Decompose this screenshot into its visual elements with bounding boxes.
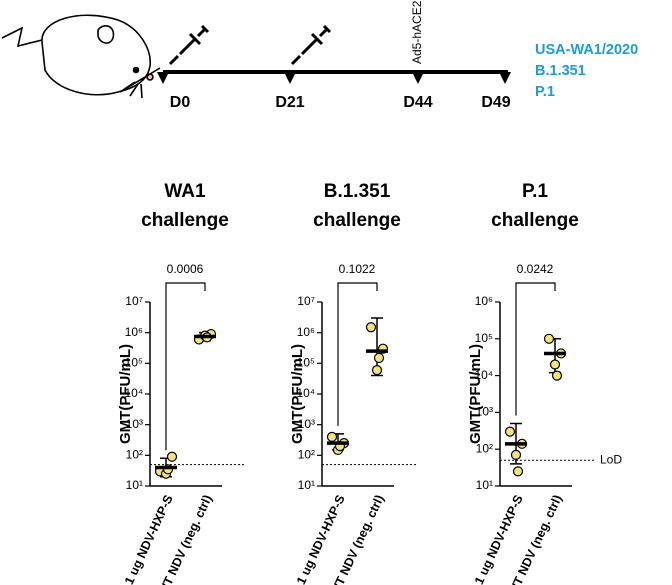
y-tick-label: 10⁵ — [125, 356, 143, 370]
y-tick-label: 10² — [298, 448, 315, 462]
title-line: challenge — [313, 210, 401, 231]
title-line: P.1 — [522, 181, 549, 202]
p-value: 0.0006 — [167, 262, 204, 276]
y-tick-label: 10⁴ — [124, 386, 143, 400]
y-tick-label: 10⁶ — [475, 294, 493, 308]
data-point — [512, 466, 524, 477]
data-point — [326, 431, 338, 442]
data-point — [166, 451, 178, 462]
data-point — [551, 370, 563, 381]
timeline — [157, 70, 511, 84]
y-tick-label: 10⁵ — [297, 356, 315, 370]
y-tick-label: 10⁵ — [475, 331, 493, 345]
p-value: 0.0242 — [517, 262, 554, 276]
timepoint: D49 — [481, 94, 510, 111]
chart-title: B.1.351 challenge — [313, 181, 401, 231]
data-point — [504, 426, 516, 437]
bracket — [515, 282, 556, 416]
title-line: challenge — [141, 210, 229, 231]
y-tick-label: 10¹ — [476, 478, 493, 492]
timepoint: D0 — [170, 94, 191, 111]
boost-label: Ad5-hACE2 — [410, 0, 424, 64]
data-point — [371, 365, 383, 376]
y-tick-label: 10⁶ — [125, 325, 143, 339]
y-tick-label: 10¹ — [126, 478, 143, 492]
data-point — [510, 449, 522, 461]
legend-entry: B.1.351 — [535, 63, 586, 79]
y-tick-label: 10² — [476, 441, 493, 455]
bracket — [337, 282, 378, 426]
syringe-icon — [168, 24, 332, 66]
y-tick-label: 10⁶ — [297, 325, 315, 339]
y-tick-label: 10³ — [298, 417, 315, 431]
y-tick-label: 10⁴ — [296, 386, 315, 400]
y-tick-label: 10³ — [126, 417, 143, 431]
data-point — [543, 333, 555, 344]
y-tick-label: 10⁷ — [297, 294, 315, 308]
data-point — [373, 352, 385, 364]
mouse-icon — [1, 14, 161, 99]
y-tick-label: 10¹ — [298, 478, 315, 492]
y-axis-label: GMT(PFU/mL) — [467, 344, 484, 444]
chart-title: WA1 challenge — [141, 181, 229, 231]
lod-label: LoD — [600, 452, 622, 466]
data-point — [549, 359, 561, 370]
chart-title: P.1 challenge — [491, 181, 579, 231]
bracket — [165, 282, 206, 451]
timepoint: D21 — [275, 94, 304, 111]
title-line: WA1 — [164, 181, 206, 202]
y-tick-label: 10⁴ — [474, 368, 493, 382]
y-tick-label: 10⁷ — [125, 294, 143, 308]
y-axis-label: GMT(PFU/mL) — [289, 344, 306, 444]
timepoint: D44 — [403, 94, 432, 111]
data-point — [365, 322, 377, 333]
y-tick-label: 10² — [126, 448, 143, 462]
title-line: challenge — [491, 210, 579, 231]
y-tick-label: 10³ — [476, 405, 493, 419]
y-axis-label: GMT(PFU/mL) — [117, 344, 134, 444]
title-line: B.1.351 — [324, 181, 391, 202]
legend-entry: USA-WA1/2020 — [535, 42, 638, 58]
legend-entry: P.1 — [535, 84, 555, 100]
p-value: 0.1022 — [339, 262, 376, 276]
